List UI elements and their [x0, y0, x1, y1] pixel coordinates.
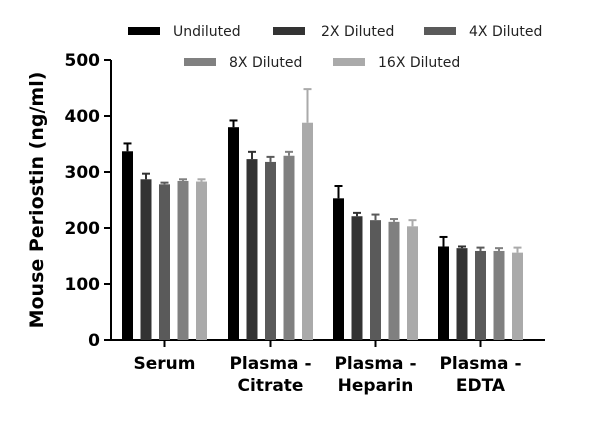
- y-tick-label: 100: [65, 275, 101, 295]
- bar: [283, 155, 295, 340]
- y-axis: 0 100 200 300 400 500: [65, 51, 112, 351]
- x-tick-label-line: Plasma -: [334, 354, 416, 374]
- x-tick-label: Plasma -Citrate: [229, 354, 311, 396]
- bar: [265, 161, 276, 340]
- y-tick-label: 0: [88, 331, 100, 351]
- bar: [196, 181, 207, 340]
- bar: [388, 221, 400, 340]
- bar: [493, 250, 505, 340]
- y-tick-label: 200: [65, 219, 101, 239]
- legend: Undiluted 2X Diluted 4X Diluted 8X Diluted 1…: [128, 24, 542, 71]
- legend-swatch: [128, 27, 160, 35]
- bars: [122, 88, 523, 340]
- bar: [512, 252, 523, 340]
- bar: [177, 180, 189, 340]
- x-tick-label-line: EDTA: [456, 376, 506, 396]
- x-tick-label-line: Serum: [134, 354, 196, 374]
- bar: [407, 226, 418, 340]
- bar: [351, 216, 363, 340]
- bar: [370, 220, 381, 340]
- bar: [159, 184, 170, 340]
- x-tick-label-line: Citrate: [238, 376, 304, 396]
- legend-label: 8X Diluted: [229, 55, 302, 71]
- bar: [438, 246, 449, 340]
- bar: [122, 151, 133, 340]
- legend-swatch: [333, 58, 365, 66]
- x-tick-label: Plasma -EDTA: [439, 354, 521, 396]
- y-tick-label: 500: [65, 51, 101, 71]
- x-tick-label-line: Heparin: [338, 376, 414, 396]
- bar: [475, 250, 486, 340]
- legend-swatch: [424, 27, 456, 35]
- legend-swatch: [184, 58, 216, 66]
- bar: [228, 127, 239, 340]
- bar: [140, 179, 152, 340]
- bar: [333, 198, 344, 340]
- x-tick-label: Plasma -Heparin: [334, 354, 416, 396]
- legend-label: 16X Diluted: [378, 55, 460, 71]
- y-tick-label: 300: [65, 163, 101, 183]
- y-tick-label: 400: [65, 107, 101, 127]
- legend-label: 4X Diluted: [469, 24, 542, 40]
- legend-label: Undiluted: [173, 24, 241, 40]
- x-tick-label-line: Plasma -: [439, 354, 521, 374]
- legend-swatch: [273, 27, 305, 35]
- bar: [456, 248, 468, 340]
- y-axis-label: Mouse Periostin (ng/ml): [26, 72, 48, 329]
- bar: [302, 122, 313, 340]
- x-tick-label: Serum: [134, 354, 196, 374]
- legend-label: 2X Diluted: [321, 24, 394, 40]
- x-tick-label-line: Plasma -: [229, 354, 311, 374]
- bar: [246, 159, 258, 340]
